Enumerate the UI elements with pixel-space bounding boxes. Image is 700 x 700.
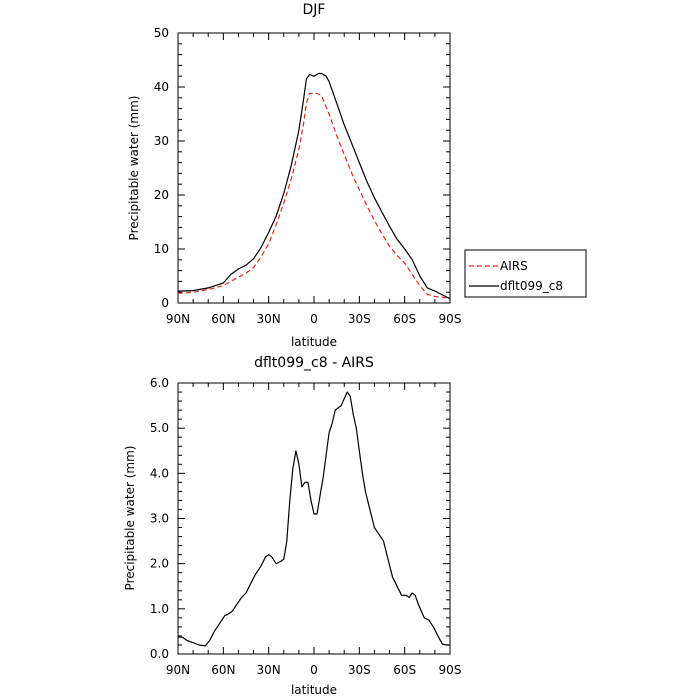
top-chart-title: DJF	[303, 2, 326, 18]
bottom-y-tick-label: 0.0	[150, 647, 169, 661]
bottom-y-tick-label: 4.0	[150, 466, 169, 480]
top-x-axis-label: latitude	[291, 335, 337, 349]
chart-panel-top: DJF 90N 60N 30N 0 30S 60S 90S 0 10 20 30 40 50 latit…	[127, 2, 587, 349]
bottom-y-axis-label: Precipitable water (mm)	[123, 446, 137, 591]
legend-label-airs: AIRS	[500, 259, 528, 273]
top-x-tick-label: 60S	[393, 312, 416, 326]
bottom-x-tick-label: 90S	[439, 663, 462, 677]
bottom-y-tick-label: 1.0	[150, 602, 169, 616]
bottom-plot-frame	[177, 382, 451, 655]
bottom-y-tick-label: 3.0	[150, 512, 169, 526]
bottom-x-tick-label: 30S	[348, 663, 371, 677]
bottom-x-tick-label: 90N	[166, 663, 190, 677]
top-y-tick-label: 40	[154, 80, 169, 94]
legend-box	[464, 249, 587, 298]
bottom-plot-area: 90N 60N 30N 0 30S 60S 90S 0.0 1.0 2.0 3.0 4.0 5.0 6.0	[150, 376, 462, 677]
bottom-series-line-1	[177, 391, 450, 647]
bottom-x-tick-label: 60N	[211, 663, 235, 677]
bottom-x-tick-label: 30N	[257, 663, 281, 677]
legend: AIRS dflt099_c8	[464, 249, 587, 298]
chart-panel-bottom: dflt099_c8 - AIRS 90N 60N 30N 0 30S 60S 90S 0.0…	[123, 355, 461, 697]
bottom-x-axis-label: latitude	[291, 683, 337, 697]
top-y-tick-label: 0	[161, 296, 169, 310]
top-x-tick-label: 30S	[348, 312, 371, 326]
top-x-tick-label: 60N	[211, 312, 235, 326]
legend-label-dflt099-c8: dflt099_c8	[500, 279, 563, 293]
top-plot-frame	[177, 32, 451, 304]
top-x-tick-label: 0	[310, 312, 318, 326]
bottom-y-tick-label: 5.0	[150, 421, 169, 435]
top-y-axis-label: Precipitable water (mm)	[127, 96, 141, 241]
top-series-line-dflt099-c8	[177, 72, 451, 300]
bottom-x-tick-label: 0	[310, 663, 318, 677]
top-series-line-airs	[177, 92, 451, 300]
bottom-chart-title: dflt099_c8 - AIRS	[254, 355, 374, 371]
top-plot-area: 90N 60N 30N 0 30S 60S 90S 0 10 20 30 40 50	[154, 26, 462, 326]
top-x-tick-label: 30N	[257, 312, 281, 326]
top-x-tick-label: 90N	[166, 312, 190, 326]
bottom-y-tick-label: 2.0	[150, 557, 169, 571]
top-y-tick-label: 20	[154, 188, 169, 202]
top-y-tick-label: 30	[154, 134, 169, 148]
bottom-y-tick-label: 6.0	[150, 376, 169, 390]
top-x-tick-label: 90S	[439, 312, 462, 326]
bottom-x-tick-label: 60S	[393, 663, 416, 677]
top-y-tick-label: 50	[154, 26, 169, 40]
top-y-tick-label: 10	[154, 242, 169, 256]
